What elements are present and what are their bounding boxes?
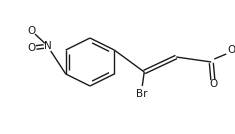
Text: N: N: [44, 41, 52, 51]
Text: O: O: [28, 43, 36, 53]
Text: O: O: [28, 26, 36, 36]
Text: Br: Br: [137, 89, 148, 99]
Text: O: O: [227, 45, 235, 55]
Text: O: O: [209, 79, 217, 89]
